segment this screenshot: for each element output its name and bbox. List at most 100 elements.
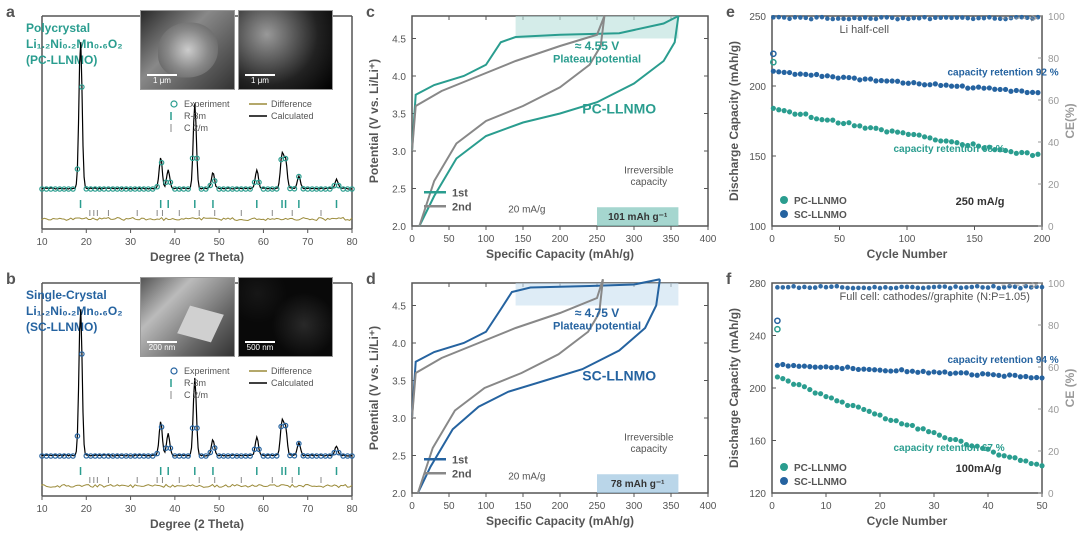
svg-text:≈ 4.55 V: ≈ 4.55 V: [575, 39, 620, 53]
scale-bar-sem-sc: 200 nm: [147, 341, 177, 352]
svg-text:200: 200: [552, 501, 569, 512]
svg-text:350: 350: [663, 501, 680, 512]
svg-text:Cycle Number: Cycle Number: [867, 247, 948, 261]
voltage-profile-sc: 0501001502002503003504002.02.53.03.54.04…: [364, 271, 720, 531]
svg-text:200: 200: [1034, 234, 1051, 245]
panel-a: a 1020304050607080Degree (2 Theta)Polycr…: [0, 0, 360, 267]
sem-inset-sc: 200 nm: [140, 277, 235, 357]
svg-text:Li₁.₂Ni₀.₂Mn₀.₆O₂: Li₁.₂Ni₀.₂Mn₀.₆O₂: [26, 37, 123, 51]
svg-text:0: 0: [409, 234, 415, 245]
svg-text:150: 150: [515, 234, 532, 245]
svg-text:3.0: 3.0: [392, 414, 406, 425]
svg-text:Potential (V vs. Li/Li⁺): Potential (V vs. Li/Li⁺): [367, 326, 381, 450]
svg-text:PC-LLNMO: PC-LLNMO: [794, 196, 847, 207]
svg-text:100mA/g: 100mA/g: [956, 463, 1002, 475]
svg-text:240: 240: [749, 332, 766, 343]
svg-text:100: 100: [1048, 279, 1065, 290]
svg-text:2nd: 2nd: [452, 468, 472, 480]
svg-text:70: 70: [302, 237, 314, 248]
panel-e: e 050100150200100150200250020406080100Cy…: [720, 0, 1080, 267]
svg-text:20: 20: [874, 501, 886, 512]
svg-text:100: 100: [749, 222, 766, 233]
svg-text:2.0: 2.0: [392, 489, 406, 500]
svg-text:300: 300: [626, 501, 643, 512]
svg-text:SC-LLNMO: SC-LLNMO: [794, 210, 847, 221]
svg-text:capacity: capacity: [630, 177, 667, 188]
svg-text:100: 100: [1048, 12, 1065, 23]
svg-text:100: 100: [899, 234, 916, 245]
panel-b-label: b: [6, 271, 16, 289]
svg-text:R-3m: R-3m: [184, 111, 206, 121]
svg-text:Plateau potential: Plateau potential: [553, 321, 641, 333]
svg-text:250: 250: [589, 234, 606, 245]
svg-text:250 mA/g: 250 mA/g: [956, 196, 1005, 208]
panel-c-label: c: [366, 4, 375, 22]
svg-text:Experiment: Experiment: [184, 366, 230, 376]
svg-text:250: 250: [749, 12, 766, 23]
panel-f: f 01020304050120160200240280020406080100…: [720, 267, 1080, 534]
svg-text:40: 40: [169, 237, 181, 248]
svg-text:R-3m: R-3m: [184, 378, 206, 388]
svg-text:Irreversible: Irreversible: [624, 166, 674, 177]
svg-text:150: 150: [966, 234, 983, 245]
svg-text:0: 0: [1048, 489, 1054, 500]
svg-text:CE(%): CE(%): [1063, 103, 1077, 138]
svg-text:CE (%): CE (%): [1063, 369, 1077, 408]
svg-text:40: 40: [982, 501, 994, 512]
svg-text:120: 120: [749, 489, 766, 500]
svg-text:(SC-LLNMO): (SC-LLNMO): [26, 320, 97, 334]
svg-text:SC-LLNMO: SC-LLNMO: [582, 368, 656, 384]
svg-text:(PC-LLNMO): (PC-LLNMO): [26, 53, 97, 67]
svg-text:3.5: 3.5: [392, 377, 406, 388]
svg-text:10: 10: [36, 237, 48, 248]
panel-f-label: f: [726, 271, 731, 289]
svg-text:80: 80: [346, 237, 358, 248]
svg-text:20: 20: [1048, 447, 1060, 458]
svg-text:20 mA/g: 20 mA/g: [508, 205, 545, 216]
svg-text:Polycrystal: Polycrystal: [26, 21, 90, 35]
svg-text:101 mAh g⁻¹: 101 mAh g⁻¹: [608, 212, 668, 223]
svg-text:Potential (V vs. Li/Li⁺): Potential (V vs. Li/Li⁺): [367, 59, 381, 183]
svg-text:4.0: 4.0: [392, 339, 406, 350]
svg-text:2.5: 2.5: [392, 452, 406, 463]
svg-text:20: 20: [81, 237, 93, 248]
cycling-halfcell: 050100150200100150200250020406080100Cycl…: [724, 4, 1080, 264]
svg-text:78 mAh g⁻¹: 78 mAh g⁻¹: [611, 479, 665, 490]
svg-text:Discharge Capacity (mAh/g): Discharge Capacity (mAh/g): [727, 308, 741, 468]
panel-d-label: d: [366, 271, 376, 289]
svg-text:≈ 4.75 V: ≈ 4.75 V: [575, 306, 620, 320]
svg-text:400: 400: [700, 234, 717, 245]
svg-text:150: 150: [515, 501, 532, 512]
svg-text:C 2/m: C 2/m: [184, 123, 208, 133]
svg-text:350: 350: [663, 234, 680, 245]
svg-text:Discharge Capacity (mAh/g): Discharge Capacity (mAh/g): [727, 41, 741, 201]
svg-text:60: 60: [1048, 96, 1060, 107]
svg-text:C 2/m: C 2/m: [184, 390, 208, 400]
scale-bar-sem-pc: 1 μm: [147, 74, 177, 85]
svg-text:Li₁.₂Ni₀.₂Mn₀.₆O₂: Li₁.₂Ni₀.₂Mn₀.₆O₂: [26, 304, 123, 318]
svg-text:50: 50: [214, 504, 226, 515]
svg-text:50: 50: [443, 501, 455, 512]
svg-text:30: 30: [125, 237, 137, 248]
svg-text:100: 100: [478, 234, 495, 245]
svg-text:Degree (2 Theta): Degree (2 Theta): [150, 517, 244, 531]
svg-text:Difference: Difference: [271, 366, 312, 376]
figure-grid: a 1020304050607080Degree (2 Theta)Polycr…: [0, 0, 1080, 535]
svg-text:50: 50: [214, 237, 226, 248]
svg-text:capacity retention 94 %: capacity retention 94 %: [948, 355, 1059, 366]
svg-text:0: 0: [769, 501, 775, 512]
svg-text:Li half-cell: Li half-cell: [840, 24, 890, 36]
svg-text:SC-LLNMO: SC-LLNMO: [794, 477, 847, 488]
panel-b: b 1020304050607080Degree (2 Theta)Single…: [0, 267, 360, 534]
svg-text:3.0: 3.0: [392, 147, 406, 158]
svg-text:50: 50: [443, 234, 455, 245]
svg-text:capacity retention 68 %: capacity retention 68 %: [894, 144, 1005, 155]
cycling-fullcell: 01020304050120160200240280020406080100Cy…: [724, 271, 1080, 531]
svg-text:3.5: 3.5: [392, 110, 406, 121]
svg-text:80: 80: [1048, 54, 1060, 65]
voltage-profile-pc: 0501001502002503003504002.02.53.03.54.04…: [364, 4, 720, 264]
svg-text:PC-LLNMO: PC-LLNMO: [794, 463, 847, 474]
svg-text:80: 80: [1048, 321, 1060, 332]
svg-text:20: 20: [81, 504, 93, 515]
panel-c: c 0501001502002503003504002.02.53.03.54.…: [360, 0, 720, 267]
